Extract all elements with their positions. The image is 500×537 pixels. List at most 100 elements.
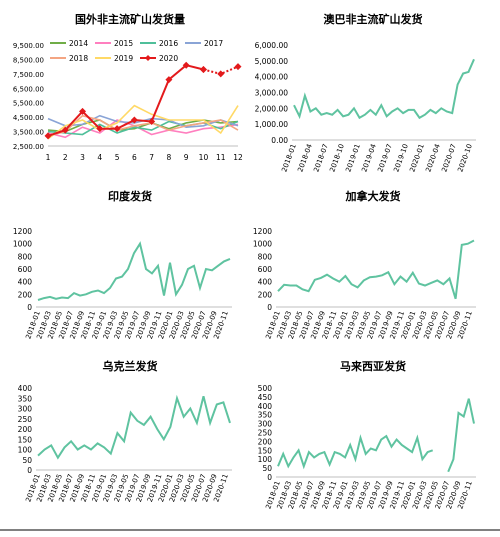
legend-label-2019: 2019 (114, 54, 133, 63)
series-line-ausbra (293, 58, 475, 120)
x-tick-label-global: 4 (97, 153, 102, 162)
series-line-india (37, 241, 231, 301)
series-line-2015 (47, 119, 239, 139)
y-tick-label-malaysia: 100 (258, 455, 273, 464)
y-tick-label-india: 800 (18, 252, 33, 261)
y-tick-label-india: 1200 (13, 227, 32, 236)
legend-label-2017: 2017 (204, 39, 223, 48)
x-tick-label-global: 8 (167, 153, 172, 162)
series-line-2016 (47, 120, 239, 136)
y-tick-label-global: 6,500.00 (13, 85, 44, 93)
series-line-ukraine (37, 394, 231, 460)
x-tick-label-ausbra: 2020-07 (440, 143, 458, 173)
x-tick-label-global: 11 (216, 153, 226, 162)
x-tick-label-ausbra: 2019-04 (360, 142, 378, 173)
y-tick-label-malaysia: 150 (258, 446, 273, 455)
legend-marker-2020 (145, 55, 151, 61)
y-tick-label-malaysia: 500 (258, 384, 273, 393)
data-point-2020 (165, 76, 173, 84)
x-tick-label-global: 1 (46, 153, 51, 162)
y-tick-label-global: 3,500.00 (13, 129, 44, 137)
y-tick-label-global: 9,500.00 (13, 42, 44, 50)
data-point-2020 (44, 132, 52, 140)
y-tick-label-ukraine: 400 (18, 384, 33, 393)
y-tick-label-canada: 0 (267, 303, 272, 312)
data-point-2020 (96, 125, 104, 133)
y-tick-label-malaysia: 50 (262, 464, 272, 473)
series-line-malaysia (277, 398, 475, 473)
series-line-canada (277, 239, 475, 300)
x-tick-label-global: 10 (199, 153, 209, 162)
y-tick-label-ausbra: 3,000.00 (255, 89, 289, 98)
y-tick-label-global: 5,500.00 (13, 100, 44, 108)
chart-title-aus-bra: 澳巴非主流矿山发货 (324, 12, 423, 26)
data-point-2020-dotted (234, 63, 242, 71)
series-line-2019 (47, 104, 239, 140)
y-tick-label-india: 600 (18, 265, 33, 274)
x-tick-label-ausbra: 2018-01 (280, 143, 298, 173)
legend-label-2016: 2016 (159, 39, 178, 48)
y-tick-label-ukraine: 200 (18, 425, 33, 434)
y-tick-label-canada: 600 (258, 265, 273, 274)
chart-title-global: 国外非主流矿山发货量 (75, 12, 185, 26)
x-tick-label-ausbra: 2020-04 (424, 142, 442, 173)
x-tick-label-ausbra: 2018-07 (312, 143, 330, 173)
y-tick-label-ukraine: 50 (22, 456, 32, 465)
legend-label-2015: 2015 (114, 39, 133, 48)
y-tick-label-global: 2,500.00 (13, 143, 44, 151)
data-point-2020 (61, 126, 69, 134)
y-tick-label-ausbra: 1,000.00 (255, 120, 289, 129)
y-tick-label-malaysia: 0 (267, 473, 272, 482)
data-point-2020 (79, 107, 87, 115)
y-tick-label-canada: 1000 (253, 240, 272, 249)
x-tick-label-ausbra: 2020-10 (456, 143, 474, 173)
y-tick-label-ausbra: 6,000.00 (255, 41, 289, 50)
y-tick-label-ukraine: 350 (18, 394, 33, 403)
y-tick-label-ukraine: 250 (18, 415, 33, 424)
chart-title-canada: 加拿大发货 (345, 189, 401, 203)
y-tick-label-canada: 1200 (253, 227, 272, 236)
data-point-2020 (130, 116, 138, 124)
y-tick-label-india: 400 (18, 278, 33, 287)
y-tick-label-ukraine: 300 (18, 405, 33, 414)
y-tick-label-malaysia: 300 (258, 420, 273, 429)
y-tick-label-canada: 400 (258, 278, 273, 287)
x-tick-label-global: 7 (149, 153, 154, 162)
y-tick-label-ausbra: 2,000.00 (255, 104, 289, 113)
x-tick-label-ausbra: 2018-04 (296, 142, 314, 173)
y-tick-label-global: 4,500.00 (13, 114, 44, 122)
data-point-2020 (148, 117, 156, 125)
y-tick-label-india: 1000 (13, 240, 32, 249)
y-tick-label-global: 7,500.00 (13, 71, 44, 79)
y-tick-label-malaysia: 200 (258, 437, 273, 446)
x-tick-label-ausbra: 2019-10 (392, 143, 410, 173)
x-tick-label-global: 3 (80, 153, 85, 162)
y-tick-label-canada: 800 (258, 252, 273, 261)
y-tick-label-malaysia: 450 (258, 393, 273, 402)
x-tick-label-global: 2 (63, 153, 68, 162)
x-tick-label-ausbra: 2020-01 (408, 143, 426, 173)
y-tick-label-ausbra: 5,000.00 (255, 57, 289, 66)
y-tick-label-malaysia: 400 (258, 402, 273, 411)
series-line-2020 (47, 64, 204, 137)
legend-label-2020: 2020 (159, 54, 178, 63)
y-tick-label-ukraine: 150 (18, 435, 33, 444)
y-tick-label-ausbra: 4,000.00 (255, 73, 289, 82)
x-tick-label-ausbra: 2019-07 (376, 143, 394, 173)
y-tick-label-ausbra: 0.00 (271, 136, 288, 145)
y-tick-label-ukraine: 100 (18, 446, 33, 455)
y-tick-label-canada: 200 (258, 290, 273, 299)
data-point-2020 (182, 61, 190, 69)
series-line-2014 (47, 119, 239, 133)
y-tick-label-global: 8,500.00 (13, 56, 44, 64)
x-tick-label-global: 6 (132, 153, 137, 162)
legend-label-2018: 2018 (69, 54, 88, 63)
data-point-2020 (113, 125, 121, 133)
chart-title-malaysia: 马来西亚发货 (340, 359, 406, 373)
y-tick-label-india: 200 (18, 290, 33, 299)
chart-title-india: 印度发货 (108, 189, 152, 203)
x-tick-label-global: 5 (115, 153, 120, 162)
legend-label-2014: 2014 (69, 39, 88, 48)
